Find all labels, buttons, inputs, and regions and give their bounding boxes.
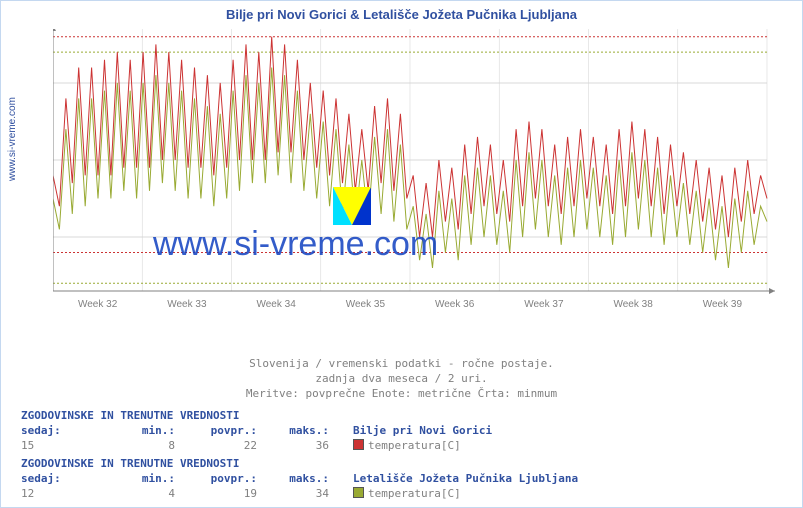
stats-val-avg: 19 [175,487,257,502]
svg-text:Week 33: Week 33 [167,299,207,310]
svg-text:Week 36: Week 36 [435,299,475,310]
svg-text:Week 38: Week 38 [613,299,653,310]
stats-hdr-min: min.: [103,472,175,487]
chart-svg: 102030Week 32Week 33Week 34Week 35Week 3… [53,29,781,317]
chart-title: Bilje pri Novi Gorici & Letališče Jožeta… [1,1,802,22]
stats-measure-text: temperatura[C] [368,439,461,452]
chart-container: Bilje pri Novi Gorici & Letališče Jožeta… [0,0,803,508]
stats-hdr-max: maks.: [257,472,329,487]
svg-text:Week 35: Week 35 [346,299,386,310]
stats-val-max: 36 [257,439,329,454]
y-axis-label-left: www.si-vreme.com [7,97,18,181]
stats-hdr-avg: povpr.: [175,424,257,439]
watermark-text: www.si-vreme.com [153,225,438,264]
stats-block-1: ZGODOVINSKE IN TRENUTNE VREDNOSTI sedaj:… [21,409,492,454]
stats-val-avg: 22 [175,439,257,454]
stats-measure-text: temperatura[C] [368,487,461,500]
stats-heading: ZGODOVINSKE IN TRENUTNE VREDNOSTI [21,409,492,424]
stats-hdr-min: min.: [103,424,175,439]
caption-line-3: Meritve: povprečne Enote: metrične Črta:… [1,387,802,402]
series-swatch-2 [353,487,364,498]
watermark-logo [333,187,371,225]
stats-val-min: 8 [103,439,175,454]
svg-text:Week 37: Week 37 [524,299,564,310]
stats-block-2: ZGODOVINSKE IN TRENUTNE VREDNOSTI sedaj:… [21,457,578,502]
svg-text:Week 32: Week 32 [78,299,118,310]
caption-line-2: zadnja dva meseca / 2 uri. [1,372,802,387]
stats-hdr-max: maks.: [257,424,329,439]
stats-val-now: 15 [21,439,103,454]
stats-measure: temperatura[C] [329,487,461,502]
stats-hdr-avg: povpr.: [175,472,257,487]
stats-hdr-now: sedaj: [21,472,103,487]
stats-val-min: 4 [103,487,175,502]
caption-line-1: Slovenija / vremenski podatki - ročne po… [1,357,802,372]
stats-location: Letališče Jožeta Pučnika Ljubljana [329,472,578,487]
series-swatch-1 [353,439,364,450]
stats-val-now: 12 [21,487,103,502]
stats-location: Bilje pri Novi Gorici [329,424,492,439]
caption-block: Slovenija / vremenski podatki - ročne po… [1,357,802,402]
stats-heading: ZGODOVINSKE IN TRENUTNE VREDNOSTI [21,457,578,472]
svg-text:Week 39: Week 39 [703,299,743,310]
stats-hdr-now: sedaj: [21,424,103,439]
stats-val-max: 34 [257,487,329,502]
plot-area: 102030Week 32Week 33Week 34Week 35Week 3… [53,29,781,317]
stats-measure: temperatura[C] [329,439,461,454]
svg-text:Week 34: Week 34 [256,299,296,310]
